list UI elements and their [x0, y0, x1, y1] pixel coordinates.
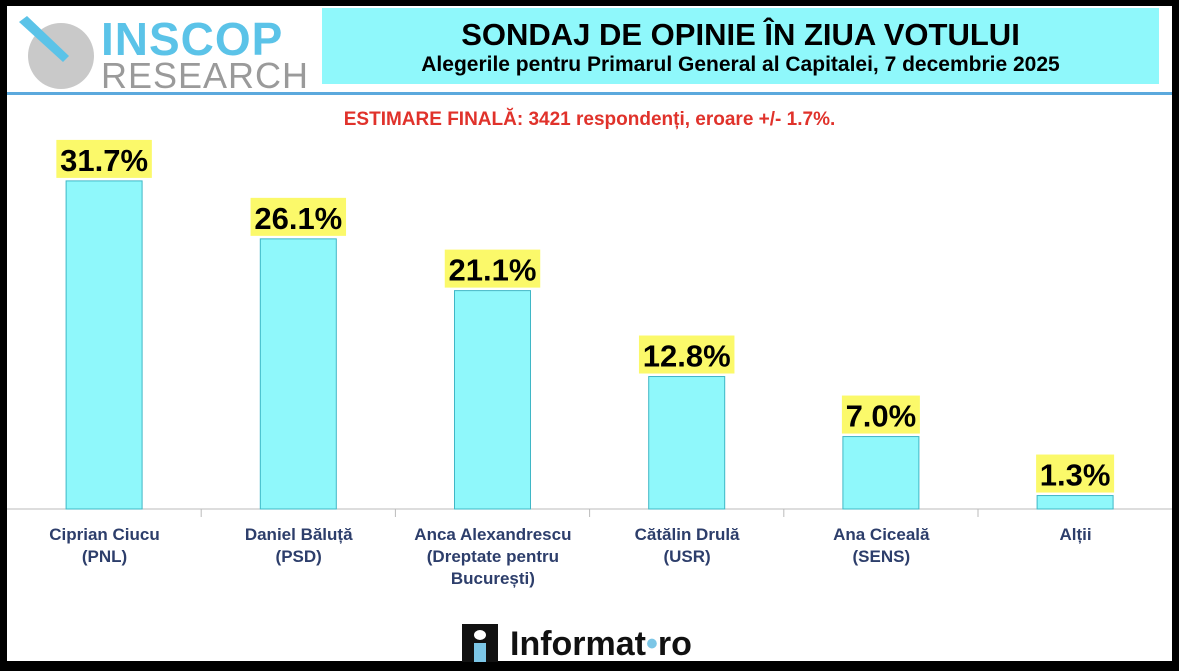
category-label-line: Ana Ciceală — [833, 525, 930, 544]
category-label: Ciprian Ciucu (PNL) — [7, 524, 202, 568]
brand-name: Informat — [510, 625, 646, 663]
estimate-note: ESTIMARE FINALĂ: 3421 respondenți, eroar… — [343, 109, 836, 130]
category-label-line: Anca Alexandrescu — [414, 525, 572, 544]
bar-chart: 31.7% 26.1% 21.1% 12.8% 7.0% 1.3% — [7, 139, 1172, 517]
logo-circle-icon — [19, 16, 94, 89]
value-label: 31.7% — [60, 143, 148, 178]
category-label: Cătălin Drulă (USR) — [590, 524, 785, 568]
value-label: 21.1% — [449, 253, 537, 288]
value-label-bg — [250, 197, 347, 236]
logo-text-research: RESEARCH — [101, 55, 310, 96]
category-label-line: (PSD) — [275, 547, 322, 566]
logo-text-inscop: INSCOP — [101, 13, 284, 65]
bar — [1036, 495, 1114, 510]
category-label: Alții — [978, 524, 1173, 546]
chart-title: SONDAJ DE OPINIE ÎN ZIUA VOTULUI — [461, 17, 1020, 52]
informat-i-icon — [462, 624, 498, 662]
category-label-line: (PNL) — [81, 547, 128, 566]
category-label-line: București) — [450, 569, 535, 588]
bar — [454, 290, 531, 510]
category-label-line: (USR) — [663, 547, 711, 566]
category-label-line: Daniel Băluță — [244, 525, 353, 544]
value-label-bg — [1036, 454, 1115, 493]
category-label-line: (SENS) — [852, 547, 911, 566]
bar — [842, 436, 920, 510]
inscop-logo: INSCOP RESEARCH — [17, 12, 317, 96]
category-label-line: Ciprian Ciucu — [49, 525, 160, 544]
value-label: 7.0% — [846, 399, 917, 434]
category-label-line: Cătălin Drulă — [634, 525, 740, 544]
value-label-bg — [638, 335, 735, 374]
value-label-bg — [841, 395, 920, 434]
value-label-bg — [56, 139, 152, 178]
brand-suffix: ro — [657, 625, 692, 663]
category-label: Daniel Băluță (PSD) — [201, 524, 396, 568]
chart-subtitle: Alegerile pentru Primarul General al Cap… — [421, 53, 1060, 76]
category-label-line: (Dreptate pentru — [426, 547, 559, 566]
bar — [648, 376, 726, 510]
bar — [259, 238, 337, 510]
category-label: Anca Alexandrescu (Dreptate pentru Bucureș… — [395, 524, 590, 590]
value-label: 1.3% — [1040, 458, 1111, 493]
value-label: 12.8% — [643, 339, 731, 374]
category-label: Ana Ciceală (SENS) — [784, 524, 979, 568]
title-box: SONDAJ DE OPINIE ÎN ZIUA VOTULUI Alegeri… — [322, 8, 1159, 84]
bar — [65, 180, 143, 510]
header-divider — [7, 92, 1172, 95]
chart-panel: INSCOP RESEARCH SONDAJ DE OPINIE ÎN ZIUA… — [7, 6, 1173, 663]
value-label-bg — [444, 249, 541, 288]
category-label-line: Alții — [1059, 525, 1092, 544]
value-label: 26.1% — [254, 201, 342, 236]
